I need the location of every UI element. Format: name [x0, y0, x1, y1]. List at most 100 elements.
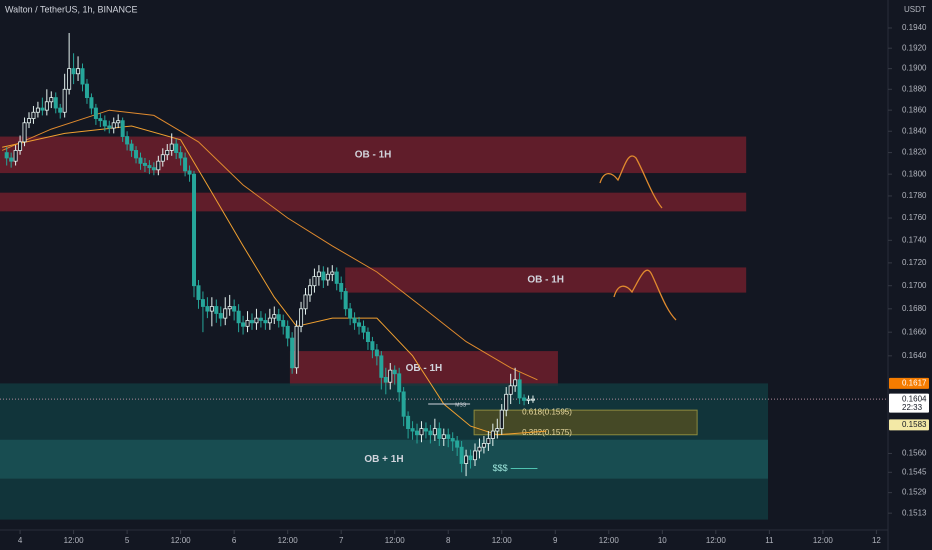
candle-body: [102, 120, 107, 127]
candle-body: [437, 428, 442, 439]
fib-zone: [473, 409, 698, 436]
candle-body: [227, 306, 232, 310]
y-tick-label: 0.1880: [902, 84, 927, 93]
order-block-zone: [0, 439, 769, 479]
candle-body: [530, 398, 535, 401]
candle-body: [490, 430, 495, 439]
candle-body: [495, 428, 500, 432]
candle-body: [415, 430, 420, 436]
y-tick-label: 0.1560: [902, 449, 927, 458]
candle-body: [307, 285, 312, 296]
candle-body: [151, 167, 156, 171]
y-tick-label: 0.1900: [902, 64, 927, 73]
candle-body: [419, 428, 424, 436]
candle-body: [192, 173, 197, 287]
candle-body: [26, 118, 31, 124]
x-tick-label: 7: [339, 536, 344, 545]
x-tick-label: 12:00: [64, 536, 85, 545]
candle-body: [223, 308, 228, 319]
y-tick-label: 0.1700: [902, 281, 927, 290]
candle-body: [401, 391, 406, 417]
candle-body: [205, 306, 210, 312]
y-tick-label: 0.1740: [902, 235, 927, 244]
drawn-arrow: [613, 269, 677, 321]
candle-body: [236, 310, 241, 324]
candle-body: [397, 373, 402, 393]
candle-body: [200, 299, 205, 307]
candle-body: [169, 143, 174, 151]
candle-body: [187, 170, 192, 175]
candle-body: [35, 107, 40, 113]
candle-body: [22, 122, 27, 143]
zone-label: OB - 1H: [527, 275, 564, 286]
candle-body: [392, 369, 397, 375]
candle-body: [84, 83, 89, 99]
candle-body: [383, 376, 388, 383]
candle-body: [303, 294, 308, 310]
zone-label: OB - 1H: [355, 149, 392, 160]
y-tick-label: 0.1780: [902, 191, 927, 200]
candle-body: [13, 150, 18, 162]
candle-body: [214, 306, 219, 314]
price-tag: [889, 377, 929, 389]
candle-body: [125, 136, 130, 145]
x-tick-label: 12:00: [385, 536, 406, 545]
candle-body: [513, 379, 518, 387]
zone-label: OB - 1H: [406, 363, 443, 374]
x-tick-label: 12:00: [706, 536, 727, 545]
candle-body: [49, 97, 54, 103]
candle-body: [98, 118, 103, 122]
moving-average: [2, 109, 538, 381]
candle-body: [455, 440, 460, 448]
candle-body: [129, 143, 134, 151]
x-tick-label: 8: [446, 536, 451, 545]
candle-body: [432, 428, 437, 436]
candle-body: [142, 162, 147, 166]
candle-body: [285, 325, 290, 339]
candle-body: [334, 271, 339, 284]
candle-body: [62, 88, 67, 113]
y-tick-label: 0.1720: [902, 258, 927, 267]
y-tick-label: 0.1660: [902, 327, 927, 336]
candle-body: [174, 143, 179, 153]
zone-label: OB + 1H: [364, 454, 403, 465]
y-tick-label: 0.1680: [902, 304, 927, 313]
candle-body: [218, 313, 223, 319]
candle-body: [406, 415, 411, 429]
candle-body: [423, 428, 428, 432]
candle-body: [116, 120, 121, 124]
candle-body: [53, 97, 58, 109]
candle-body: [71, 68, 76, 75]
candle-body: [120, 120, 125, 137]
candle-body: [486, 438, 491, 444]
candle-body: [272, 314, 277, 319]
candle-body: [258, 317, 263, 321]
candle-body: [299, 308, 304, 327]
y-tick-label: 0.1529: [902, 488, 927, 497]
fib-level-label: 0.618(0.1595): [522, 407, 572, 416]
x-tick-label: 12:00: [813, 536, 834, 545]
candle-body: [160, 154, 165, 162]
x-tick-label: 5: [125, 536, 130, 545]
candle-body: [499, 409, 504, 429]
y-tick-label: 0.1760: [902, 213, 927, 222]
candle-body: [107, 125, 112, 129]
candle-body: [111, 122, 116, 129]
candle-body: [450, 438, 455, 442]
order-block-zone: [345, 267, 747, 293]
candle-body: [183, 157, 188, 172]
x-tick-label: 11: [765, 536, 774, 545]
candle-body: [80, 68, 85, 85]
candle-body: [410, 428, 415, 432]
price-tag-label: 0.1583: [902, 420, 927, 429]
candle-body: [468, 455, 473, 461]
y-tick-label: 0.1840: [902, 126, 927, 135]
candle-body: [249, 320, 254, 324]
drawn-arrow: [599, 155, 663, 209]
candle-body: [196, 285, 201, 300]
candle-body: [40, 107, 45, 111]
candle-body: [526, 398, 531, 401]
candle-body: [321, 271, 326, 281]
candle-body: [276, 314, 281, 321]
